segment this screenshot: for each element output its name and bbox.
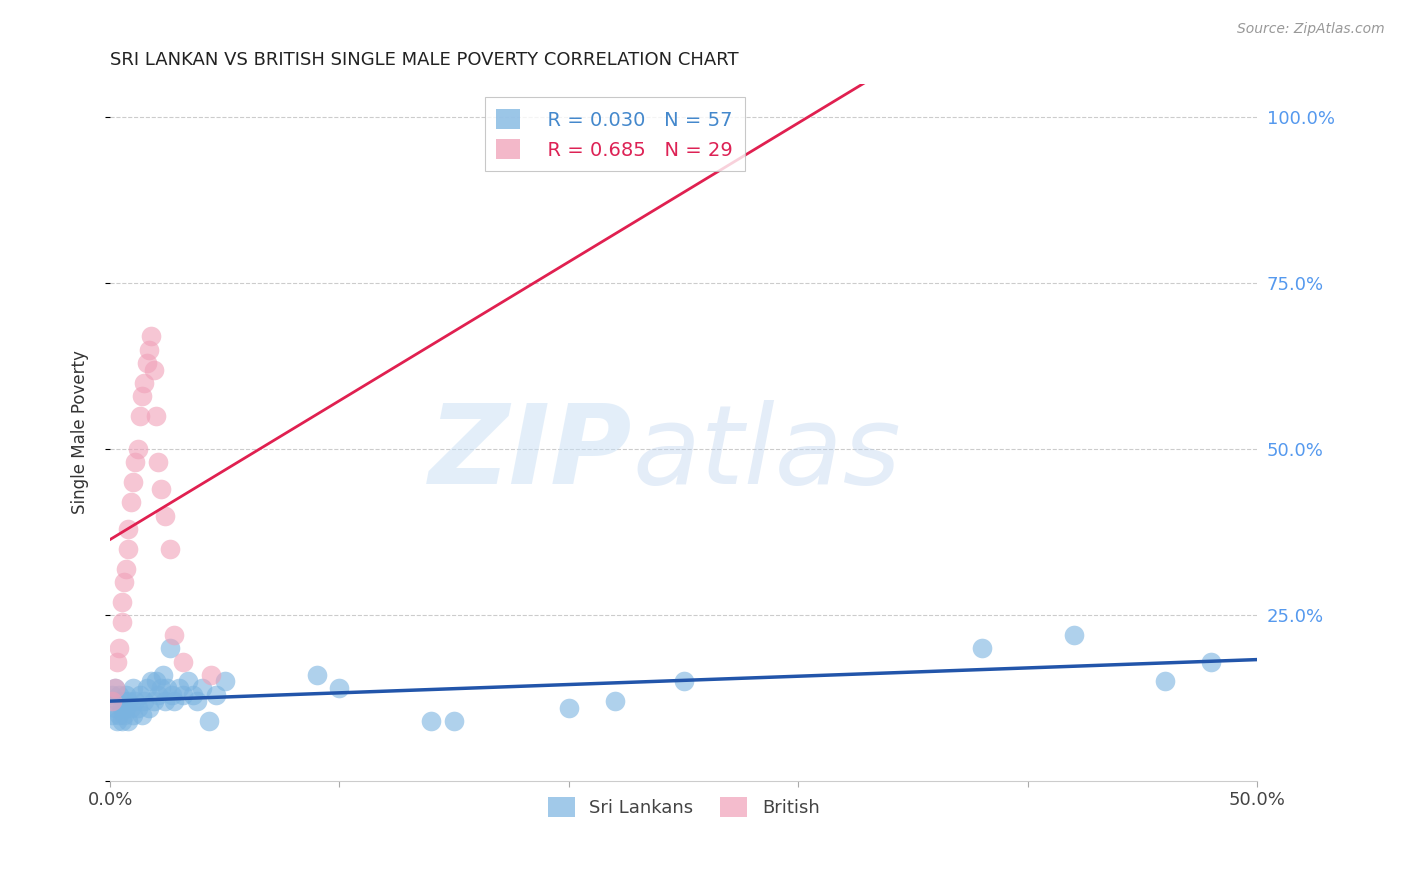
Text: ZIP: ZIP (429, 400, 631, 507)
Point (120, 701, 142, 715)
Text: atlas: atlas (631, 400, 901, 507)
Point (138, 701, 160, 715)
Point (197, 714, 219, 729)
Point (104, 701, 127, 715)
Point (124, 694, 146, 708)
Point (110, 595, 132, 609)
Text: SRI LANKAN VS BRITISH SINGLE MALE POVERTY CORRELATION CHART: SRI LANKAN VS BRITISH SINGLE MALE POVERT… (110, 51, 738, 69)
Point (131, 389, 153, 403)
Point (108, 707, 131, 722)
Point (172, 688, 194, 702)
Point (156, 681, 179, 695)
Point (124, 455, 146, 469)
Point (167, 681, 190, 695)
Point (159, 641, 181, 656)
Point (177, 674, 200, 689)
Point (108, 688, 131, 702)
Point (122, 681, 145, 695)
Point (204, 688, 226, 702)
Point (152, 668, 174, 682)
Point (128, 409, 150, 423)
Point (141, 674, 163, 689)
Point (104, 681, 127, 695)
Point (148, 688, 170, 702)
Point (160, 688, 183, 702)
Point (128, 688, 150, 702)
Point (131, 707, 153, 722)
Point (115, 561, 138, 575)
Point (110, 615, 132, 629)
Point (153, 508, 176, 523)
Point (117, 714, 139, 729)
Point (142, 362, 165, 376)
Point (115, 701, 138, 715)
Point (117, 522, 139, 536)
Point (443, 714, 465, 729)
Point (142, 694, 165, 708)
Point (127, 442, 149, 457)
Point (328, 681, 350, 695)
Point (122, 707, 145, 722)
Point (135, 356, 157, 370)
Point (104, 681, 127, 695)
Point (148, 455, 170, 469)
Point (112, 694, 135, 708)
Point (558, 701, 581, 715)
Point (149, 681, 172, 695)
Point (134, 376, 156, 390)
Point (105, 694, 128, 708)
Y-axis label: Single Male Poverty: Single Male Poverty (72, 351, 89, 515)
Point (672, 674, 695, 689)
Point (145, 674, 167, 689)
Point (1063, 628, 1085, 642)
Text: Source: ZipAtlas.com: Source: ZipAtlas.com (1237, 22, 1385, 37)
Point (138, 343, 160, 357)
Point (108, 641, 131, 656)
Point (141, 329, 163, 343)
Point (603, 694, 626, 708)
Point (200, 668, 222, 682)
Point (101, 688, 124, 702)
Point (159, 541, 181, 556)
Point (112, 707, 135, 722)
Point (101, 694, 124, 708)
Point (101, 707, 124, 722)
Point (135, 681, 157, 695)
Point (110, 701, 132, 715)
Legend: Sri Lankans, British: Sri Lankans, British (540, 790, 827, 824)
Point (305, 668, 328, 682)
Point (1154, 674, 1177, 689)
Point (1199, 655, 1222, 669)
Point (163, 694, 186, 708)
Point (134, 694, 156, 708)
Point (181, 688, 204, 702)
Point (191, 681, 214, 695)
Point (127, 701, 149, 715)
Point (214, 674, 236, 689)
Point (172, 655, 194, 669)
Point (153, 694, 176, 708)
Point (117, 694, 139, 708)
Point (420, 714, 443, 729)
Point (115, 688, 138, 702)
Point (149, 482, 172, 496)
Point (117, 541, 139, 556)
Point (120, 495, 142, 509)
Point (105, 714, 128, 729)
Point (112, 574, 135, 589)
Point (970, 641, 993, 656)
Point (145, 409, 167, 423)
Point (122, 475, 145, 490)
Point (110, 714, 132, 729)
Point (186, 694, 208, 708)
Point (105, 655, 128, 669)
Point (163, 628, 186, 642)
